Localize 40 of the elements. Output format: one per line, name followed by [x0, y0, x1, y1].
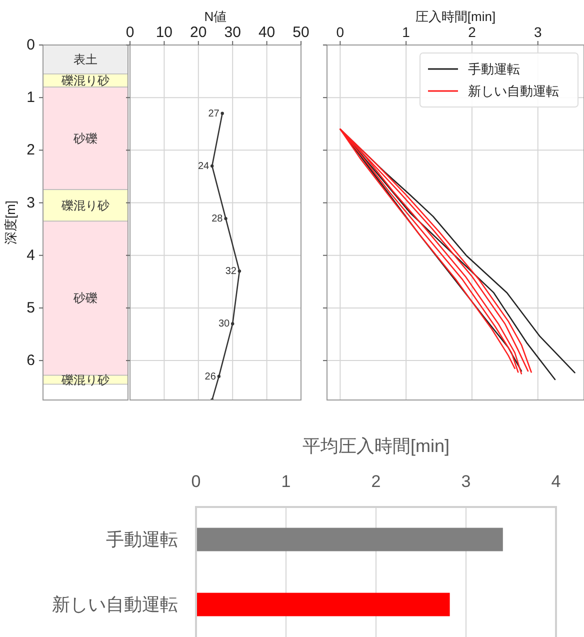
x-tick-label: 10	[156, 24, 173, 41]
y-tick-label: 5	[26, 299, 35, 316]
x-tick-label: 20	[190, 24, 207, 41]
x-tick-label: 0	[191, 472, 201, 491]
x-axis-title: 圧入時間[min]	[415, 9, 496, 24]
series-label: 礫混り砂	[60, 198, 110, 212]
x-tick-label: 0	[336, 24, 344, 40]
x-tick-label: 4	[551, 472, 561, 491]
x-axis-title: N値	[204, 9, 227, 24]
y-tick-label: 6	[26, 352, 35, 370]
y-tick-label: 3	[26, 194, 35, 212]
data-label: 32	[225, 266, 237, 278]
x-tick-label: 30	[224, 24, 241, 41]
data-label: 24	[198, 160, 210, 172]
y-tick-label: 2	[26, 142, 35, 159]
y-axis-title: 深度[m]	[3, 200, 18, 245]
data-label: 30	[218, 318, 230, 330]
series-label: 砂礫	[72, 291, 98, 306]
x-tick-label: 3	[534, 24, 542, 40]
series-label: 砂礫	[72, 131, 98, 146]
x-tick-label: 3	[461, 472, 471, 491]
x-tick-label: 40	[258, 24, 276, 41]
x-tick-label: 2	[468, 24, 476, 40]
series-label: 礫混り砂	[60, 372, 110, 387]
data-label: 26	[204, 371, 216, 382]
x-tick-label: 50	[292, 24, 310, 41]
data-label: 28	[212, 214, 224, 225]
x-tick-label: 2	[371, 472, 381, 491]
x-tick-label: 1	[281, 472, 291, 491]
y-tick-label: 0	[26, 36, 35, 54]
series-label: 表土	[74, 52, 98, 66]
x-tick-label: 0	[126, 24, 134, 41]
x-axis-title: 平均圧入時間[min]	[302, 436, 450, 456]
legend-label: 手動運転	[468, 62, 520, 76]
legend-label: 新しい自動運転	[468, 84, 559, 98]
x-tick-label: 1	[402, 24, 410, 40]
y-tick-label: 4	[26, 246, 35, 264]
y-tick-label: 1	[26, 89, 35, 106]
data-label: 27	[208, 108, 220, 120]
series-label: 礫混り砂	[60, 74, 110, 88]
